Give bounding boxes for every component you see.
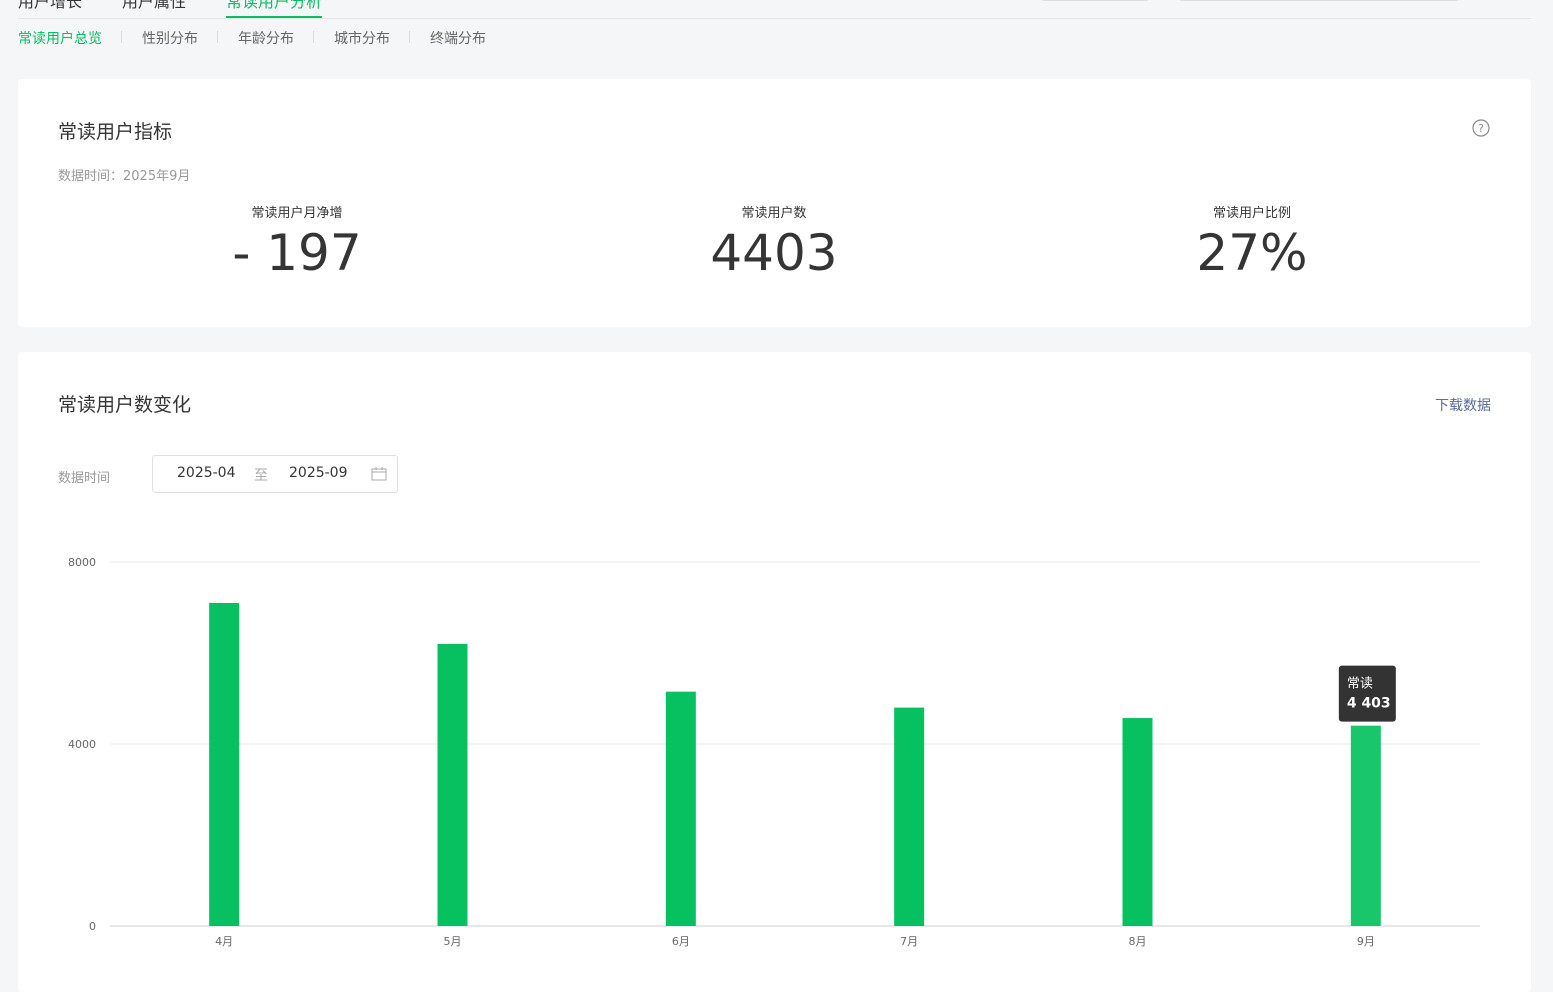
help-icon[interactable]: ? — [1472, 119, 1490, 137]
y-tick-label: 4000 — [68, 738, 96, 751]
subtab[interactable]: 终端分布 — [430, 31, 486, 47]
bar — [1350, 725, 1381, 926]
date-separator: 至 — [254, 468, 268, 484]
tab[interactable]: 用户增长 — [18, 0, 83, 11]
bar — [209, 602, 240, 926]
metric-label: 常读用户比例 — [1212, 206, 1292, 221]
date-range-picker[interactable]: 2025-04 至 2025-09 — [152, 455, 398, 493]
x-tick-label: 8月 — [1129, 935, 1147, 948]
y-tick-label: 0 — [89, 920, 96, 933]
separator — [217, 31, 218, 43]
svg-text:?: ? — [1478, 122, 1484, 135]
metric-value: - 197 — [232, 224, 362, 282]
metric-value: 4403 — [710, 224, 838, 282]
date-end[interactable]: 2025-09 — [289, 465, 348, 481]
search-box[interactable] — [1040, 0, 1150, 1]
date-label: 数据时间 — [58, 471, 111, 486]
tab[interactable]: 用户属性 — [122, 0, 187, 11]
subtab[interactable]: 年龄分布 — [238, 31, 294, 47]
select-box[interactable] — [1178, 0, 1460, 1]
tooltip-box — [1338, 665, 1396, 722]
subtab[interactable]: 城市分布 — [334, 31, 390, 47]
y-tick-label: 8000 — [68, 556, 96, 569]
bar — [665, 691, 696, 926]
divider — [18, 18, 1531, 19]
x-tick-label: 6月 — [672, 935, 690, 948]
separator — [313, 31, 314, 43]
metrics-card: 常读用户指标 ? 数据时间：2025年9月 常读用户月净增 - 197 常读用户… — [18, 79, 1531, 327]
separator — [409, 31, 410, 43]
data-time: 数据时间：2025年9月 — [58, 169, 191, 184]
bar — [1122, 718, 1153, 926]
bar-chart: 0 4000 8000 4月 5月 6月 7月 8月 9月 常读 4 403 — [68, 556, 1480, 948]
metric-label: 常读用户数 — [741, 206, 807, 221]
x-tick-label: 4月 — [215, 935, 233, 948]
x-tick-label: 9月 — [1357, 935, 1375, 948]
tooltip-value: 4 403 — [1347, 696, 1391, 712]
separator — [121, 31, 122, 43]
download-link[interactable]: 下载数据 — [1435, 398, 1491, 414]
x-tick-label: 5月 — [444, 935, 462, 948]
card-title: 常读用户指标 — [58, 121, 173, 143]
calendar-icon — [371, 467, 387, 481]
tooltip-series: 常读 — [1347, 677, 1373, 692]
card-title: 常读用户数变化 — [58, 394, 192, 416]
bar — [437, 643, 468, 926]
date-start[interactable]: 2025-04 — [177, 465, 236, 481]
tab-active[interactable]: 常读用户分析 — [226, 0, 323, 11]
page: 用户增长 用户属性 常读用户分析 常读用户总览 性别分布 年龄分布 城市分布 终… — [18, 0, 1531, 948]
metric-label: 常读用户月净增 — [251, 206, 343, 221]
subtab-active[interactable]: 常读用户总览 — [18, 31, 102, 47]
metric-value: 27% — [1196, 224, 1308, 282]
subtab[interactable]: 性别分布 — [142, 31, 198, 47]
bar — [894, 707, 925, 926]
x-tick-label: 7月 — [900, 935, 918, 948]
trend-card: 常读用户数变化 下载数据 数据时间 2025-04 至 2025-09 — [18, 352, 1531, 992]
tab-underline — [226, 16, 322, 18]
tooltip: 常读 4 403 — [1338, 665, 1396, 722]
